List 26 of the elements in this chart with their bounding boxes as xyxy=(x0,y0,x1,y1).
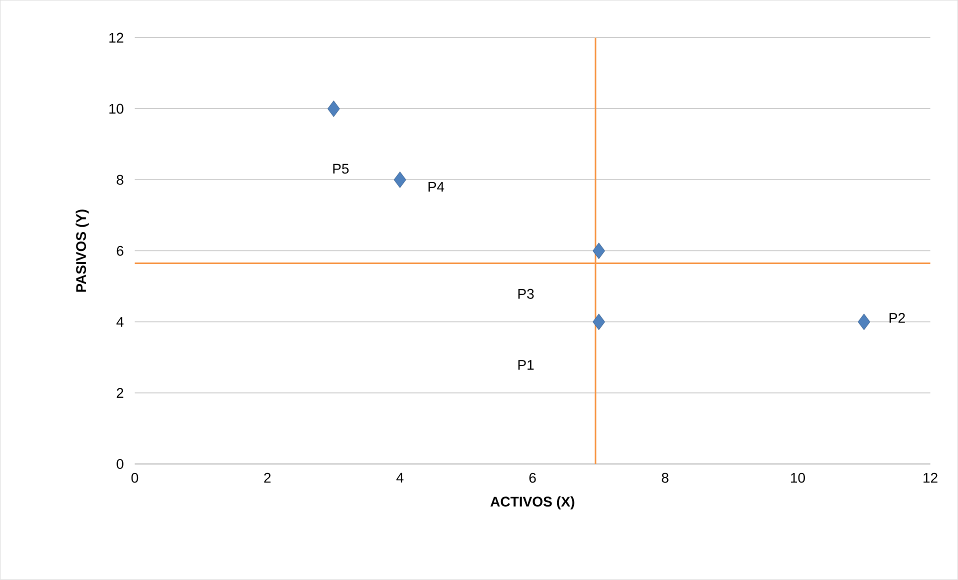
x-tick-label: 4 xyxy=(396,472,404,483)
point xyxy=(394,172,406,188)
point xyxy=(858,314,870,330)
y-axis-title: PASIVOS (Y) xyxy=(76,210,89,292)
x-tick-label: 2 xyxy=(264,472,271,483)
annotation: P3 xyxy=(518,289,534,299)
annotation: P1 xyxy=(518,360,534,370)
x-tick-label: 12 xyxy=(924,472,938,483)
annotation: P5 xyxy=(333,164,349,174)
y-tick-label: 4 xyxy=(116,317,124,327)
point xyxy=(592,242,606,260)
y-tick-label: 2 xyxy=(116,388,124,398)
x-axis-title: ACTIVOS (X) xyxy=(490,496,574,510)
annotation: P4 xyxy=(428,182,444,192)
point xyxy=(592,314,606,330)
y-tick-label: 0 xyxy=(116,459,124,470)
annotation: P2 xyxy=(890,313,905,323)
x-tick-label: 0 xyxy=(131,472,138,483)
x-tick-label: 6 xyxy=(529,472,536,483)
x-tick-label: 8 xyxy=(662,472,668,483)
y-tick-label: 6 xyxy=(116,246,124,256)
point xyxy=(327,100,340,118)
y-tick-label: 8 xyxy=(116,174,124,185)
x-tick-label: 10 xyxy=(790,472,805,483)
y-tick-label: 12 xyxy=(109,32,124,43)
y-tick-label: 10 xyxy=(109,104,124,114)
